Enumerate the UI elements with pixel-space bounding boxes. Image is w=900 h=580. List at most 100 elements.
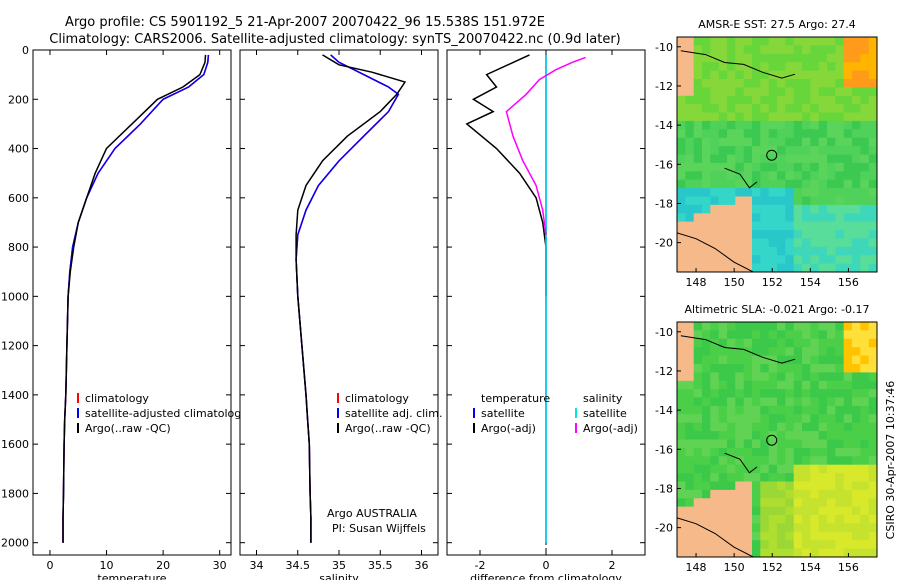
map-cell <box>718 104 728 114</box>
map-cell <box>718 414 728 424</box>
map-cell <box>868 204 877 214</box>
map-cell <box>710 364 720 373</box>
map-cell <box>843 146 853 156</box>
map-cell <box>810 322 820 331</box>
map-cell <box>827 263 836 272</box>
map-cell <box>843 540 853 550</box>
map-cell <box>693 87 703 97</box>
map-cell <box>752 154 761 164</box>
map-cell <box>785 380 795 390</box>
map-cell <box>677 389 686 399</box>
map-cell <box>768 489 778 499</box>
map-cell <box>835 37 845 46</box>
map-cell <box>835 489 845 499</box>
map-cell <box>818 389 828 399</box>
map-cell <box>743 238 753 248</box>
map-cell <box>793 53 803 63</box>
map-cell <box>810 146 820 156</box>
map-cell <box>710 45 720 55</box>
map-cell <box>702 112 711 122</box>
map-cell <box>752 230 761 239</box>
map-cell <box>768 372 778 382</box>
map-cell <box>702 246 711 256</box>
map-cell <box>718 431 728 441</box>
map-cell <box>693 79 703 88</box>
map-cell <box>852 213 861 223</box>
map-cell <box>843 238 853 248</box>
map-cell <box>785 338 795 348</box>
map-cell <box>810 37 820 46</box>
sst-map-panel: 148 150 152 154 156 -10 -12 -14 -16 -18 -20 AMSR-E … <box>655 18 878 289</box>
map-cell <box>752 87 761 97</box>
map-cell <box>827 112 836 122</box>
map-cell <box>760 405 770 415</box>
map-cell <box>677 347 686 357</box>
map-cell <box>743 355 753 365</box>
map-cell <box>760 414 770 424</box>
map-cell <box>793 364 803 373</box>
map-cell <box>802 540 811 550</box>
map-cell <box>868 246 877 256</box>
map-cell <box>702 515 711 524</box>
map-cell <box>818 431 828 441</box>
map-cell <box>868 70 877 80</box>
map-cell <box>852 162 861 172</box>
map-cell <box>818 498 828 508</box>
map-cell <box>793 37 803 46</box>
map-cell <box>727 162 736 172</box>
map-cell <box>835 473 845 483</box>
map-cell <box>810 355 820 365</box>
map-cell <box>827 456 836 466</box>
map-cell <box>760 364 770 373</box>
map-cell <box>677 456 686 466</box>
map-cell <box>852 188 861 198</box>
map-cell <box>735 338 745 348</box>
map-cell <box>835 322 845 331</box>
map-cell <box>677 338 686 348</box>
map-cell <box>818 238 828 248</box>
map-cell <box>818 221 828 231</box>
map-cell <box>860 171 870 181</box>
map-cell <box>860 515 870 524</box>
map-cell <box>818 246 828 256</box>
map-cell <box>852 95 861 105</box>
legend-label: climatology <box>85 392 149 405</box>
map-cell <box>777 230 786 239</box>
map-cell <box>785 389 795 399</box>
map-cell <box>868 37 877 46</box>
map-cell <box>743 104 753 114</box>
map-cell <box>827 531 836 541</box>
map-cell <box>752 171 761 181</box>
map-cell <box>785 447 795 457</box>
map-cell <box>802 405 811 415</box>
map-cell <box>718 515 728 524</box>
map-cell <box>818 53 828 63</box>
map-cell <box>843 330 853 340</box>
map-cell <box>843 464 853 474</box>
y-tick-label: 1800 <box>1 487 29 500</box>
map-cell <box>685 489 695 499</box>
map-cell <box>785 263 795 272</box>
map-cell <box>777 548 786 557</box>
map-cell <box>860 87 870 97</box>
map-cell <box>693 45 703 55</box>
map-cell <box>710 221 720 231</box>
map-cell <box>852 422 861 432</box>
legend-label: temperature <box>481 392 550 405</box>
map-cell <box>727 523 736 533</box>
map-cell <box>760 129 770 139</box>
map-cell <box>852 70 861 80</box>
map-cell <box>860 464 870 474</box>
map-cell <box>735 204 745 214</box>
map-cell <box>818 45 828 55</box>
map-cell <box>827 431 836 441</box>
map-cell <box>752 146 761 156</box>
map-title: AMSR-E SST: 27.5 Argo: 27.4 <box>698 18 856 31</box>
map-cell <box>868 129 877 139</box>
timestamp-label: CSIRO 30-Apr-2007 10:37:46 <box>884 381 897 540</box>
map-cell <box>802 364 811 373</box>
reef-outline <box>724 452 758 474</box>
map-cell <box>777 255 786 265</box>
map-cell <box>768 62 778 72</box>
